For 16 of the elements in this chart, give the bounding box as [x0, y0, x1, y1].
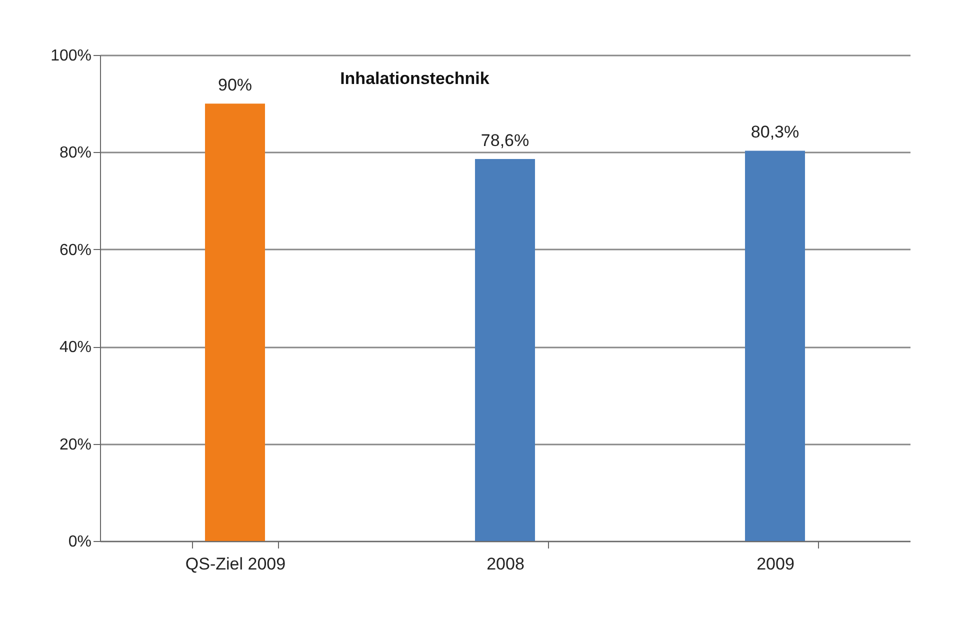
y-tick-label: 40% — [59, 339, 92, 356]
x-tick-label: QS-Ziel 2009 — [185, 554, 286, 574]
data-label: 80,3% — [750, 122, 800, 142]
bar — [745, 150, 805, 541]
y-tick-label: 100% — [50, 48, 92, 64]
x-tick-label: 2008 — [486, 554, 524, 574]
y-tick-label: 20% — [59, 436, 92, 454]
bar — [205, 104, 265, 541]
data-label: 90% — [218, 76, 252, 95]
y-tick-label: 0% — [68, 534, 92, 550]
y-tick-label: 60% — [59, 242, 92, 259]
bar — [475, 159, 535, 541]
x-tick-label: 2009 — [756, 554, 794, 574]
text: Inhalationstechnik — [340, 69, 490, 88]
data-label: 78,6% — [480, 131, 530, 150]
y-tick-label: 80% — [59, 144, 92, 162]
